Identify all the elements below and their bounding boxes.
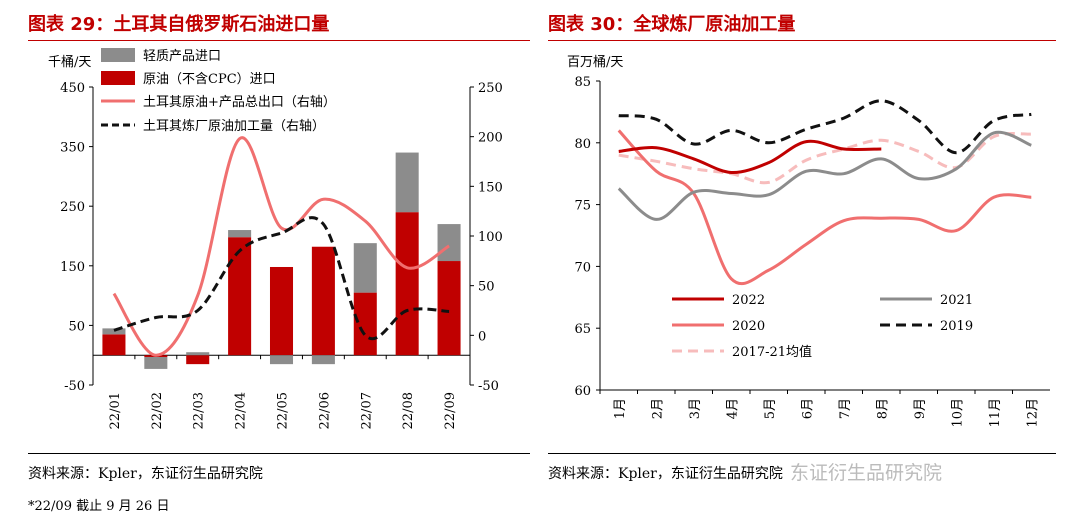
right-chart-x-tick-label: 6月 xyxy=(800,398,815,419)
right-y-tick-label: 250 xyxy=(478,81,503,96)
bar-light-product-import xyxy=(437,224,461,262)
right-y-tick-label: 50 xyxy=(478,280,495,295)
bar-light-product-import xyxy=(353,243,377,293)
bar-light-product-import xyxy=(186,352,210,356)
bar-crude-import xyxy=(186,355,210,365)
left-x-tick-label: 22/02 xyxy=(150,392,165,429)
left-x-tick-label: 22/01 xyxy=(108,392,123,429)
bar-crude-import xyxy=(102,334,126,356)
legend-label-2021: 2021 xyxy=(940,293,973,308)
bar-light-product-import xyxy=(102,328,126,335)
legend-label: 土耳其炼厂原油加工量（右轴） xyxy=(143,119,325,134)
bar-crude-import xyxy=(228,237,252,356)
left-source: 资料来源：Kpler，东证衍生品研究院 xyxy=(28,466,263,482)
right-y-unit: 百万桶/天 xyxy=(567,55,623,70)
bar-light-product-import xyxy=(228,230,252,238)
legend-label-2020: 2020 xyxy=(732,319,765,334)
left-y-tick-label: 450 xyxy=(60,81,85,96)
right-source: 资料来源：Kpler，东证衍生品研究院 xyxy=(548,466,783,482)
legend-label-2017-21均值: 2017-21均值 xyxy=(732,344,812,360)
right-chart-x-tick-label: 12月 xyxy=(1025,398,1040,428)
right-chart-x-tick-label: 9月 xyxy=(913,398,928,419)
bar-light-product-import xyxy=(269,355,294,365)
right-chart-y-tick-label: 65 xyxy=(574,322,591,337)
right-chart-y-tick-label: 60 xyxy=(574,384,591,399)
left-x-tick-label: 22/06 xyxy=(317,392,332,429)
legend-label: 土耳其原油+产品总出口（右轴） xyxy=(143,95,336,110)
bar-crude-import xyxy=(353,292,377,356)
left-chart-title: 图表 29：土耳其自俄罗斯石油进口量 xyxy=(28,14,330,35)
bar-crude-import xyxy=(311,246,335,356)
right-chart-x-tick-label: 11月 xyxy=(988,398,1003,428)
right-chart-y-tick-label: 80 xyxy=(574,137,591,152)
right-y-tick-label: 200 xyxy=(478,131,503,146)
left-y-tick-label: 250 xyxy=(60,200,85,215)
left-y-unit: 千桶/天 xyxy=(48,55,91,70)
legend-label-2022: 2022 xyxy=(732,293,765,308)
right-chart-x-tick-label: 1月 xyxy=(613,398,628,419)
right-chart-title: 图表 30：全球炼厂原油加工量 xyxy=(548,14,796,35)
bar-crude-import xyxy=(437,261,461,356)
left-x-tick-label: 22/03 xyxy=(192,392,207,429)
right-chart-x-tick-label: 8月 xyxy=(875,398,890,419)
legend-swatch-crude xyxy=(101,71,135,85)
right-chart-y-tick-label: 75 xyxy=(574,199,591,214)
left-y-tick-label: 150 xyxy=(60,260,85,275)
right-y-tick-label: 100 xyxy=(478,230,503,245)
right-chart-x-tick-label: 5月 xyxy=(763,398,778,419)
left-title-rule xyxy=(28,40,530,41)
series-line-2021 xyxy=(617,130,1032,221)
right-title-rule xyxy=(548,40,1056,41)
bar-crude-import xyxy=(395,212,419,356)
left-source-rule xyxy=(28,453,530,454)
bar-light-product-import xyxy=(144,356,168,369)
line-total-export xyxy=(112,136,450,357)
right-chart-y-tick-label: 70 xyxy=(574,260,591,275)
bar-light-product-import xyxy=(395,152,419,213)
bar-light-product-import xyxy=(311,355,335,365)
right-y-tick-label: 150 xyxy=(478,180,503,195)
left-x-tick-label: 22/04 xyxy=(234,392,249,429)
legend-swatch-light-products xyxy=(101,48,135,62)
right-chart-x-tick-label: 10月 xyxy=(950,398,965,428)
left-y-tick-label: 50 xyxy=(68,319,85,334)
left-x-tick-label: 22/09 xyxy=(443,392,458,429)
left-note: *22/09 截止 9 月 26 日 xyxy=(28,499,170,514)
right-chart-x-tick-label: 2月 xyxy=(650,398,665,419)
left-y-tick-label: 350 xyxy=(60,141,85,156)
right-chart-x-tick-label: 3月 xyxy=(688,398,703,419)
watermark: 东证衍生品研究院 xyxy=(790,462,943,484)
right-chart-y-tick-label: 85 xyxy=(574,75,591,90)
right-source-rule xyxy=(548,453,1056,454)
bar-crude-import xyxy=(269,266,294,356)
right-chart-x-tick-label: 4月 xyxy=(725,398,740,419)
left-y-tick-label: -50 xyxy=(64,379,85,394)
legend-label-2019: 2019 xyxy=(940,319,973,334)
series-line-2022 xyxy=(618,139,882,175)
left-x-tick-label: 22/07 xyxy=(359,392,374,429)
left-x-tick-label: 22/08 xyxy=(401,392,416,429)
right-y-tick-label: 0 xyxy=(478,329,486,344)
right-y-tick-label: -50 xyxy=(478,379,499,394)
legend-label: 原油（不含CPC）进口 xyxy=(143,71,276,87)
line-refinery-runs xyxy=(113,216,450,340)
legend-label: 轻质产品进口 xyxy=(143,49,221,64)
left-x-tick-label: 22/05 xyxy=(276,392,291,429)
right-chart-x-tick-label: 7月 xyxy=(838,398,853,419)
